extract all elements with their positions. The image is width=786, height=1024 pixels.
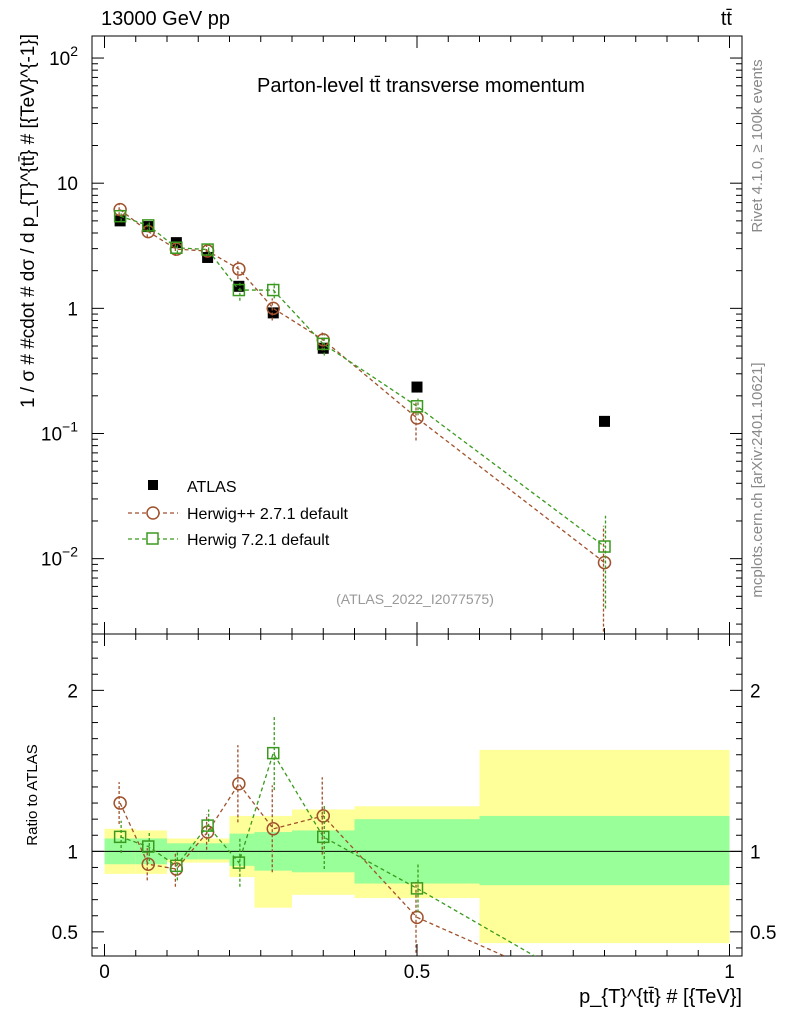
- main-y-axis-label: 1 / σ # #cdot # dσ / d p_{T}^{tt̄} # [{T…: [18, 34, 39, 408]
- y-tick-label: 10−1: [41, 418, 78, 445]
- ratio-point-herwig-7-2-1-default: [317, 830, 330, 844]
- x-tick-label: 0.5: [404, 962, 430, 983]
- data-point-atlas: [599, 415, 610, 427]
- ratio-y-tick-label-left: 0.5: [52, 923, 78, 944]
- legend-label-atlas: ATLAS: [187, 479, 237, 496]
- ratio-series-line-herwig-7-2-1-default: [119, 751, 536, 956]
- legend: ATLAS Herwig++ 2.7.1 default Herwig 7.2.…: [128, 479, 349, 549]
- mcplots-label: mcplots.cern.ch [arXiv:2401.10621]: [749, 362, 766, 597]
- ratio-y-tick-label-left: 2: [67, 681, 78, 702]
- ratio-point-herwig-2-7-1-default: [410, 910, 424, 925]
- data-point-atlas: [114, 215, 126, 227]
- y-tick-label: 102: [49, 43, 78, 70]
- data-point-herwig-7-2-1-default: [142, 219, 155, 232]
- ratio-panel: Ratio to ATLAS p_{T}^{tt̄} # [{TeV}] 0.5…: [24, 633, 776, 1008]
- analysis-id-label: (ATLAS_2022_I2077575): [336, 591, 494, 607]
- ratio-point-herwig-2-7-1-default: [232, 776, 246, 791]
- ratio-point-herwig-2-7-1-default: [266, 822, 280, 836]
- ratio-point-herwig-2-7-1-default: [141, 857, 155, 871]
- x-axis-label: p_{T}^{tt̄} # [{TeV}]: [579, 986, 742, 1008]
- ratio-point-herwig-7-2-1-default: [201, 819, 214, 832]
- y-tick-label: 10: [57, 174, 78, 195]
- legend-marker-herwigpp: [146, 506, 160, 520]
- ratio-y-axis-label: Ratio to ATLAS: [24, 744, 41, 845]
- rivet-version-label: Rivet 4.1.0, ≥ 100k events: [749, 59, 766, 232]
- data-point-herwig-2-7-1-default: [410, 411, 424, 425]
- data-point-atlas: [142, 221, 154, 233]
- data-point-herwig-2-7-1-default: [266, 301, 280, 316]
- ratio-axis-ticks: 0.5 0.5 1 1 2 2 0 0.5 1: [52, 634, 776, 983]
- energy-label: 13000 GeV pp: [101, 8, 230, 30]
- main-plot-title: Parton-level tt̄ transverse momentum: [257, 75, 585, 97]
- data-point-herwig-2-7-1-default: [232, 262, 246, 276]
- data-point-herwig-7-2-1-default: [113, 209, 127, 223]
- series-line-herwig-7-2-1-default: [119, 215, 605, 548]
- ratio-y-tick-label-left: 1: [67, 842, 78, 863]
- series-line-herwig-2-7-1-default: [119, 209, 605, 564]
- ratio-point-herwig-7-2-1-default: [232, 856, 246, 869]
- data-point-herwig-2-7-1-default: [597, 555, 612, 570]
- main-data-marks: [113, 202, 612, 634]
- ratio-y-tick-label-right: 0.5: [750, 923, 776, 944]
- data-point-herwig-2-7-1-default: [113, 202, 127, 217]
- data-point-herwig-7-2-1-default: [598, 540, 611, 553]
- legend-marker-herwig7: [146, 532, 159, 545]
- y-tick-label: 10−2: [41, 544, 78, 571]
- data-point-atlas: [267, 307, 279, 319]
- ratio-y-tick-label-right: 2: [750, 681, 761, 702]
- y-tick-label: 1: [67, 299, 78, 320]
- data-point-atlas: [233, 280, 245, 292]
- data-point-herwig-7-2-1-default: [410, 400, 424, 413]
- legend-label-herwig7: Herwig 7.2.1 default: [187, 532, 330, 549]
- ratio-series-line-herwig-2-7-1-default: [119, 782, 506, 956]
- data-point-atlas: [317, 342, 329, 354]
- legend-marker-atlas: [148, 480, 158, 490]
- ratio-point-herwig-7-2-1-default: [267, 746, 280, 760]
- ratio-uncertainty-bands: [92, 749, 742, 944]
- main-panel: Parton-level tt̄ transverse momentum (AT…: [18, 34, 743, 635]
- ratio-point-herwig-2-7-1-default: [316, 809, 330, 823]
- x-tick-label: 1: [724, 962, 735, 983]
- uncertainty-band-inner: [479, 815, 730, 886]
- data-point-herwig-7-2-1-default: [170, 241, 183, 254]
- x-tick-label: 0: [99, 962, 110, 983]
- ratio-data-marks: [113, 716, 536, 956]
- main-axis-ticks: 10−2 10−1 1 10 102: [41, 36, 742, 634]
- data-point-herwig-7-2-1-default: [232, 283, 246, 297]
- data-point-herwig-7-2-1-default: [267, 283, 280, 297]
- process-label: tt̄: [721, 8, 733, 30]
- data-point-atlas: [411, 381, 423, 393]
- legend-label-herwigpp: Herwig++ 2.7.1 default: [187, 506, 349, 523]
- ratio-point-herwig-7-2-1-default: [113, 830, 127, 844]
- ratio-y-tick-label-right: 1: [750, 842, 761, 863]
- ratio-point-herwig-7-2-1-default: [142, 840, 155, 853]
- ratio-point-herwig-7-2-1-default: [170, 859, 183, 873]
- data-point-herwig-7-2-1-default: [201, 243, 214, 256]
- ratio-point-herwig-2-7-1-default: [113, 796, 127, 810]
- ratio-point-herwig-7-2-1-default: [410, 882, 424, 895]
- data-point-herwig-7-2-1-default: [317, 337, 330, 351]
